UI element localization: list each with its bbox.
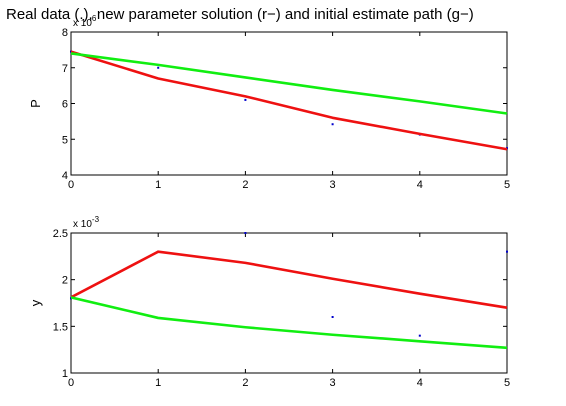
x-tick-label: 0: [68, 377, 74, 389]
axis-multiplier-base: x 10: [73, 18, 92, 29]
axis-multiplier: x 106: [73, 14, 97, 29]
x-tick-label: 1: [155, 179, 161, 191]
x-tick-label: 3: [330, 377, 336, 389]
y-tick-label: 1.5: [53, 321, 68, 333]
x-tick-label: 5: [504, 179, 510, 191]
red-series-line: [71, 50, 508, 151]
data-point: [244, 232, 247, 234]
y-tick-label: 8: [62, 27, 68, 39]
x-tick-label: 2: [242, 377, 248, 389]
y-tick-label: 2.5: [53, 228, 68, 240]
y-tick-label: 4: [62, 170, 68, 182]
red-series-line: [71, 250, 508, 309]
x-tick-label: 4: [417, 377, 423, 389]
x-tick-label: 4: [417, 179, 423, 191]
y-tick-label: 5: [62, 134, 68, 146]
bottom-subplot: 0 1 2 3 4 511.522.5x 10-3y: [28, 215, 510, 389]
x-tick-label: 2: [242, 179, 248, 191]
green-series-line: [71, 52, 508, 115]
x-tick-label: 3: [330, 179, 336, 191]
data-point: [331, 123, 334, 126]
data-point: [244, 98, 247, 101]
data-point: [418, 334, 421, 337]
y-axis-label: y: [28, 299, 43, 306]
x-tick-label: 0: [68, 179, 74, 191]
axis-multiplier-exponent: -3: [92, 215, 100, 224]
y-tick-label: 2: [62, 275, 68, 287]
green-series-line: [71, 296, 508, 350]
plot-frame: [70, 232, 508, 374]
axis-multiplier: x 10-3: [73, 215, 100, 230]
y-axis-label: P: [28, 99, 43, 108]
y-tick-label: 1: [62, 368, 68, 380]
y-tick-label: 6: [62, 99, 68, 111]
data-point: [506, 250, 508, 253]
y-tick-label: 7: [62, 63, 68, 75]
data-point: [157, 66, 160, 69]
x-tick-label: 1: [155, 377, 161, 389]
axis-multiplier-exponent: 6: [92, 14, 97, 23]
figure-title: Real data (.), new parameter solution (r…: [6, 6, 474, 23]
axis-multiplier-base: x 10: [73, 219, 92, 230]
x-tick-label: 5: [504, 377, 510, 389]
data-point: [331, 316, 334, 318]
